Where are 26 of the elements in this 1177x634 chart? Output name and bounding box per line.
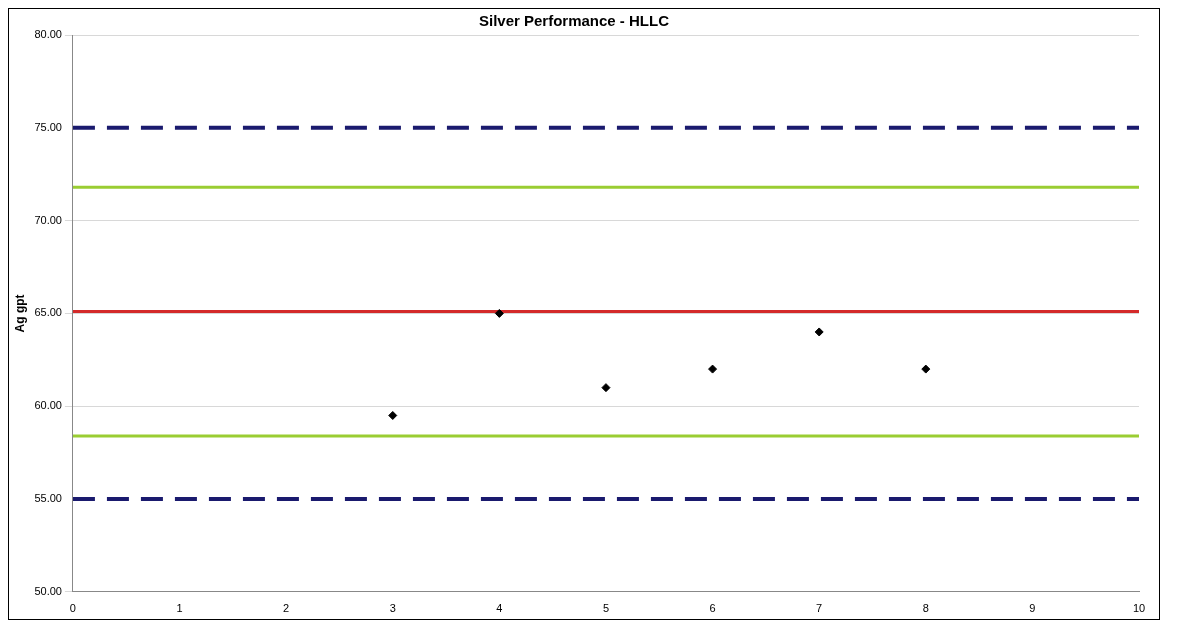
x-tick-label: 7 — [816, 602, 823, 615]
x-tick-label: 1 — [176, 602, 183, 615]
point — [388, 410, 398, 420]
point — [708, 364, 718, 374]
point — [921, 364, 931, 374]
y-tick-label: 70.00 — [34, 213, 62, 226]
x-tick-label: 3 — [389, 602, 396, 615]
x-tick-label: 9 — [1029, 602, 1036, 615]
y-tick-label: 55.00 — [34, 492, 62, 505]
y-tick-label: 50.00 — [34, 584, 62, 597]
x-tick-label: 4 — [496, 602, 503, 615]
point — [814, 327, 824, 337]
x-tick-label: 10 — [1132, 602, 1146, 615]
x-tick-label: 2 — [283, 602, 290, 615]
y-tick-label: 75.00 — [34, 120, 62, 133]
point — [601, 383, 611, 393]
point — [494, 308, 504, 318]
x-tick-label: 6 — [709, 602, 716, 615]
y-tick-label: 60.00 — [34, 399, 62, 412]
chart-title: Silver Performance - HLLC — [478, 12, 670, 30]
y-axis-title: Ag gpt — [12, 294, 27, 333]
x-tick-label: 5 — [602, 602, 610, 615]
x-tick-label: 0 — [69, 602, 76, 615]
x-tick-label: 8 — [922, 602, 929, 615]
y-tick-label: 80.00 — [34, 28, 62, 41]
y-tick-label: 65.00 — [34, 306, 62, 319]
